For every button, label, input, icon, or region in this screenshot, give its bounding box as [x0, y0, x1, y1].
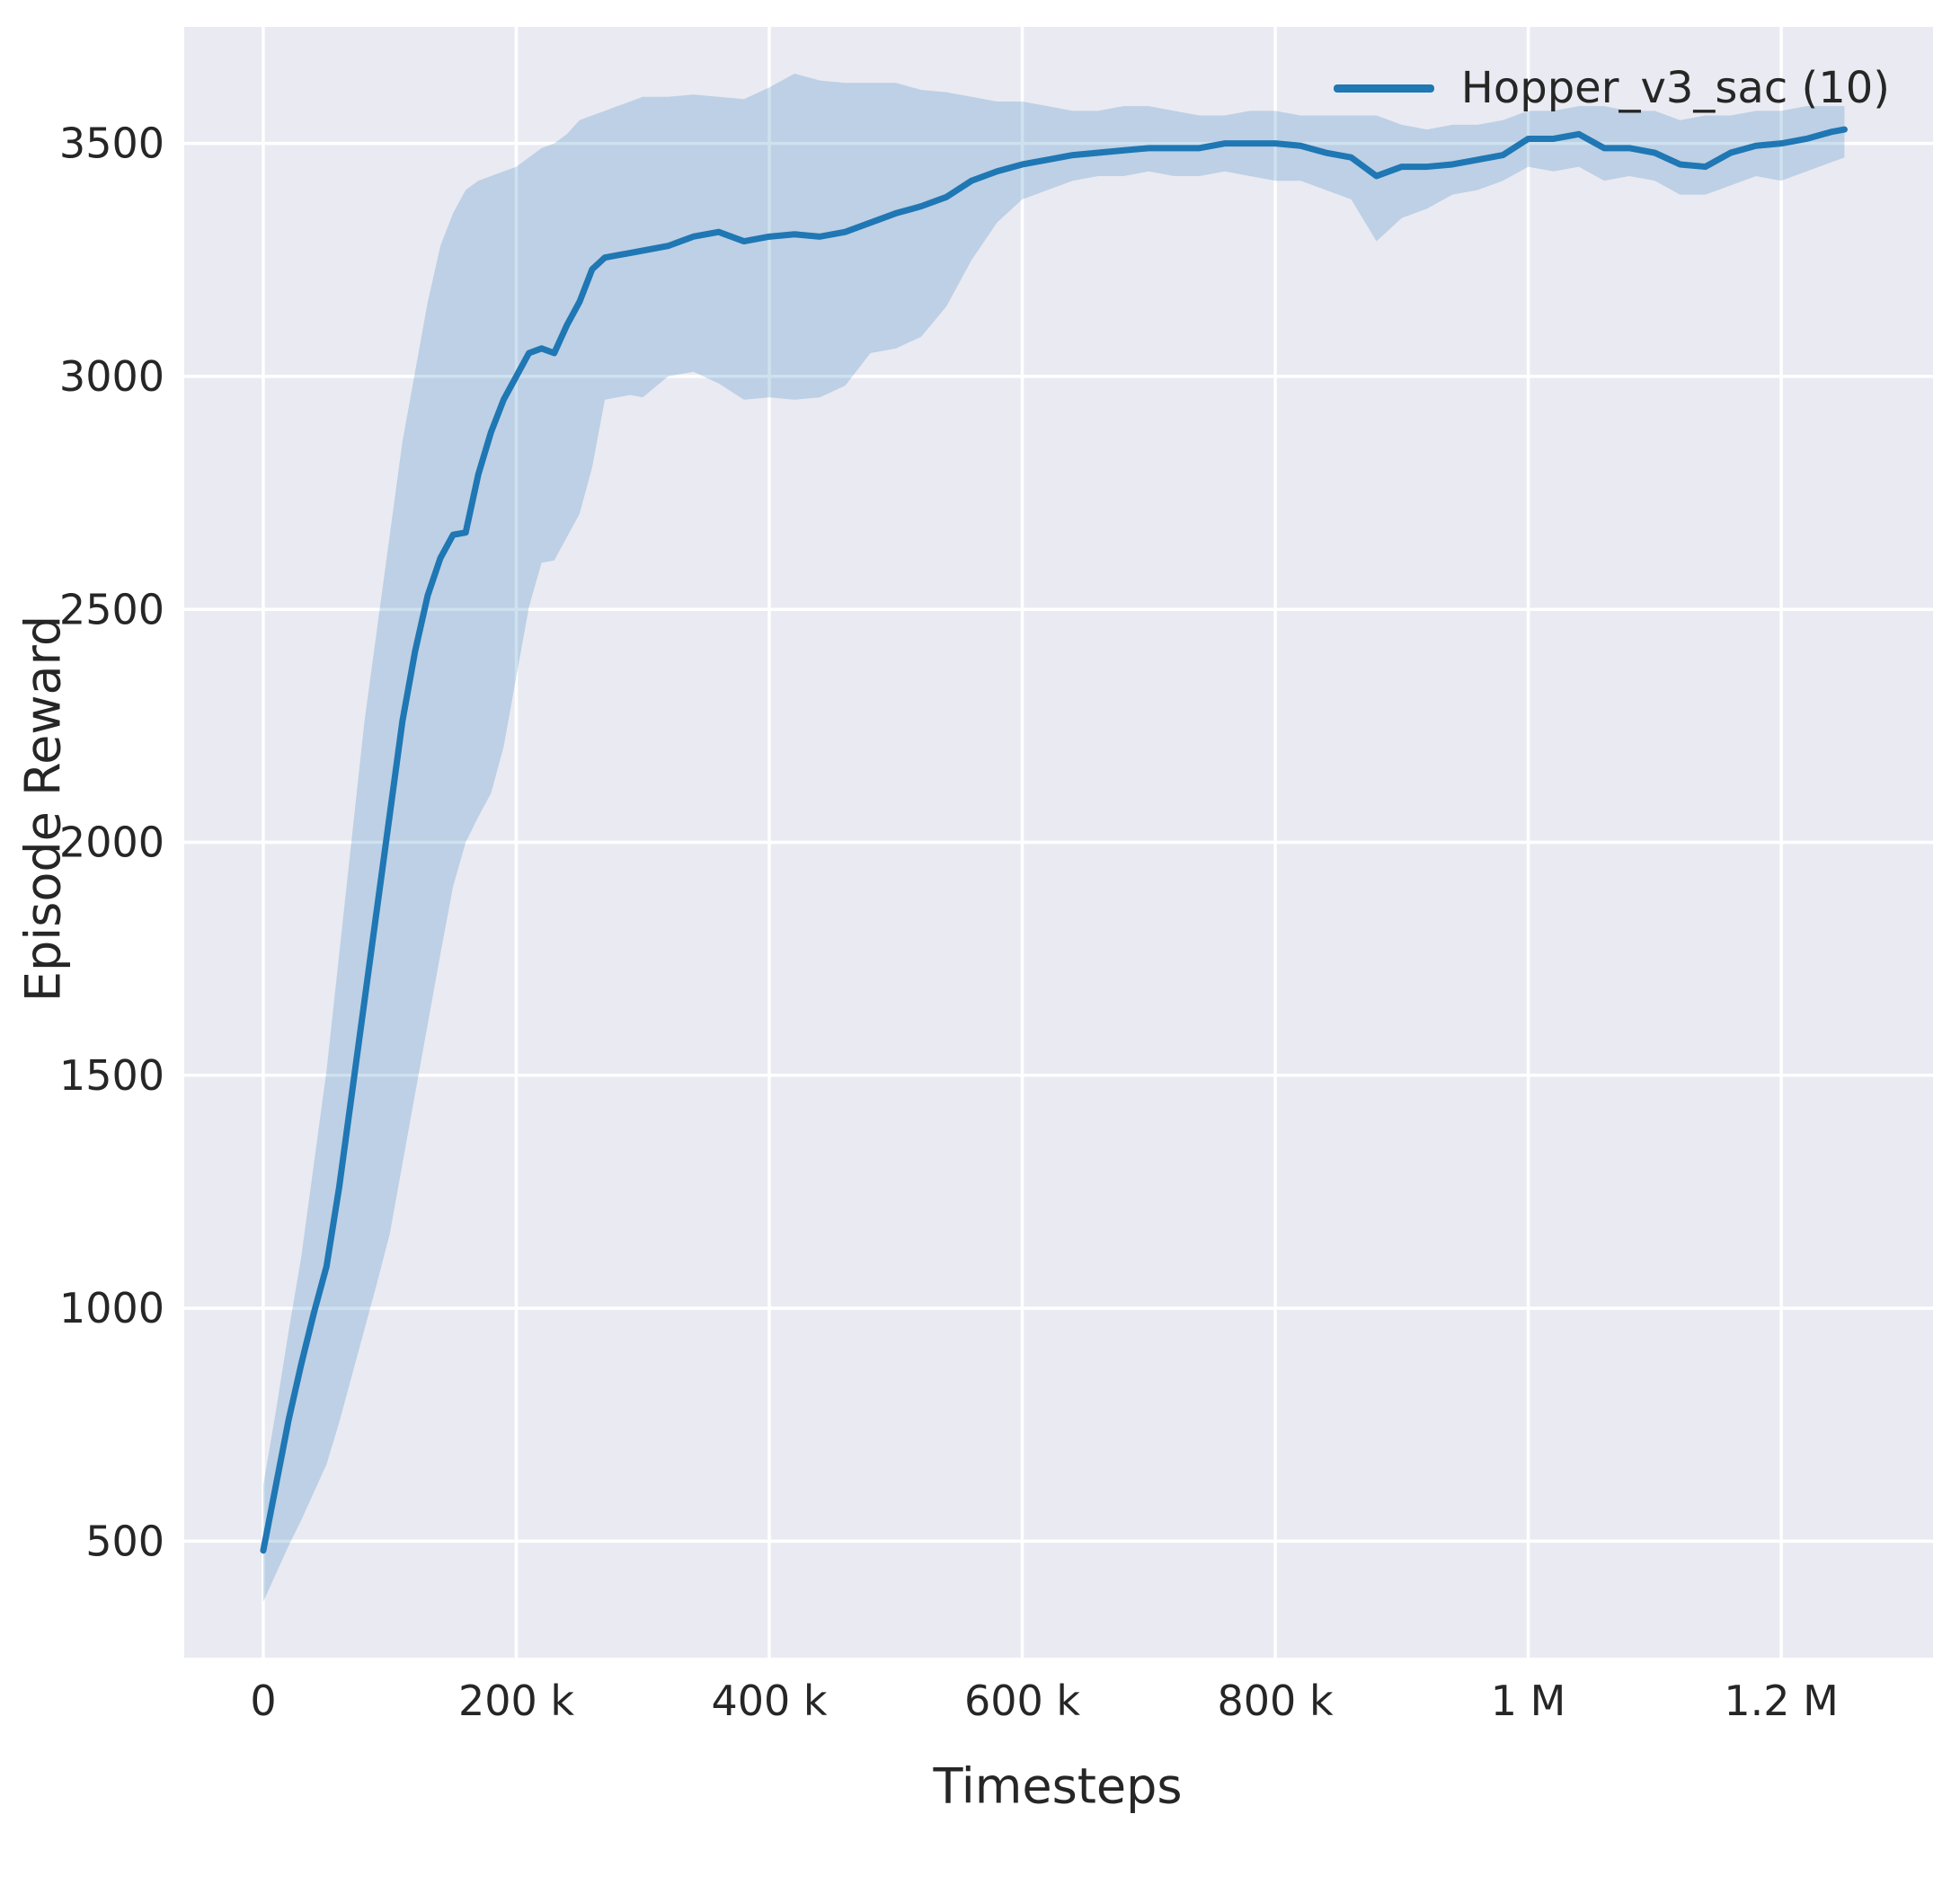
legend-line-sample — [1333, 84, 1434, 93]
x-tick-label: 400 k — [711, 1677, 827, 1725]
y-tick-label: 1000 — [59, 1284, 164, 1332]
y-tick-label: 3000 — [59, 352, 164, 401]
y-tick-label: 2000 — [59, 819, 164, 867]
x-tick-label: 1 M — [1491, 1677, 1566, 1725]
y-tick-label: 3500 — [59, 119, 164, 168]
x-axis-label: Timesteps — [933, 1757, 1183, 1815]
legend-label: Hopper_v3_sac (10) — [1460, 63, 1890, 113]
x-tick-label: 1.2 M — [1724, 1677, 1838, 1725]
x-tick-label: 600 k — [964, 1677, 1080, 1725]
y-tick-label: 1500 — [59, 1051, 164, 1100]
y-tick-label: 500 — [85, 1517, 164, 1565]
legend: Hopper_v3_sac (10) — [1333, 63, 1890, 113]
y-tick-label: 2500 — [59, 585, 164, 633]
x-tick-label: 800 k — [1218, 1677, 1334, 1725]
y-axis-label: Episode Reward — [14, 615, 72, 1003]
x-tick-label: 0 — [250, 1677, 276, 1725]
x-tick-label: 200 k — [458, 1677, 574, 1725]
